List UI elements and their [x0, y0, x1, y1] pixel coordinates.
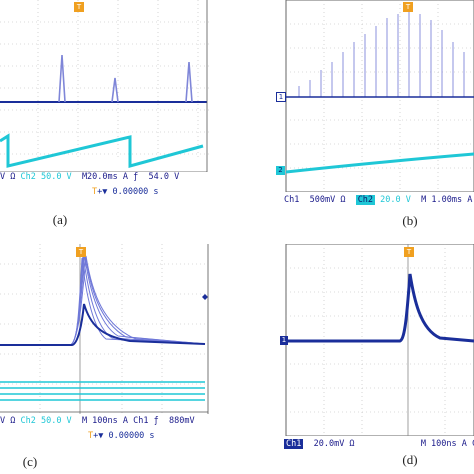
ch2-marker-b: 2: [276, 166, 285, 175]
ch1-marker-b: 1: [276, 92, 286, 102]
timebase-a: M20.0ms: [81, 172, 118, 182]
ch2-scale-a: 50.0 V: [40, 172, 72, 182]
scope-screen-c: T: [0, 244, 212, 414]
trigger-channel-c: Ch1: [133, 416, 149, 426]
status-row-c: V Ω Ch2 50.0 V M 100ns A Ch1 ƒ 880mV: [0, 416, 195, 426]
ch2-label-c: Ch2: [20, 416, 36, 426]
scope-screen-d: T 1: [280, 244, 474, 436]
status-row-a: V Ω Ch2 50.0 V M20.0ms A ƒ 54.0 V: [0, 172, 179, 182]
status-row-d: Ch1 20.0mV Ω M 100ns A C: [284, 439, 474, 449]
panel-a: T V Ω Ch2 50.0 V M20.0ms A ƒ 54.0 V T+▼ …: [0, 0, 210, 240]
trigger-mode-b: A: [467, 195, 473, 205]
ch1-scale-d: 20.0mV Ω: [313, 439, 355, 449]
ch1-marker-d: 1: [280, 336, 288, 345]
ch2-label-b: Ch2: [355, 195, 376, 205]
waveform-a: [0, 0, 210, 172]
trigger-slope-icon-a: ƒ: [133, 172, 139, 182]
waveform-b: [285, 0, 474, 192]
caption-d: (d): [402, 452, 418, 467]
panel-c: T V Ω Ch2 50.0 V M 100ns A Ch1 ƒ 880mV T…: [0, 244, 212, 474]
trigger-position-a: T+▼ 0.00000 s: [92, 187, 159, 197]
waveform-d: [285, 244, 474, 436]
ch2-scale-c: 50.0 V: [40, 416, 72, 426]
waveform-c: [0, 244, 209, 414]
ch1-scale-b: 500mV Ω: [309, 195, 346, 205]
timebase-d: M 100ns: [420, 439, 457, 449]
caption-a: (a): [52, 212, 68, 227]
ch2-label-a: Ch2: [20, 172, 36, 182]
trigger-mode-c: A: [122, 416, 129, 426]
trigger-marker-c: T: [76, 247, 86, 257]
ch1-scale-a: V Ω: [0, 172, 16, 182]
timebase-b: M 1.00ms: [421, 195, 463, 205]
trigger-slope-icon-c: ƒ: [153, 416, 159, 426]
ch2-scale-b: 20.0 V: [380, 195, 411, 205]
ch1-scale-c: V Ω: [0, 416, 16, 426]
panel-d: T 1 Ch1 20.0mV Ω M 100ns A C (d): [280, 244, 474, 474]
timebase-c: M 100ns: [81, 416, 118, 426]
scope-screen-b: T 1 2: [272, 0, 474, 192]
trigger-marker-d: T: [404, 247, 414, 257]
caption-c: (c): [22, 454, 38, 469]
trigger-marker-b: T: [403, 2, 413, 12]
status-row-b: Ch1 500mV Ω Ch2 20.0 V M 1.00ms A C: [284, 195, 474, 205]
ch1-label-b: Ch1: [284, 195, 300, 205]
caption-b: (b): [402, 213, 418, 228]
trigger-position-c: T+▼ 0.00000 s: [88, 431, 155, 441]
trigger-level-c: 880mV: [169, 416, 195, 426]
trigger-mode-a: A: [122, 172, 129, 182]
trigger-marker-a: T: [74, 2, 84, 12]
ch1-label-d: Ch1: [284, 439, 304, 449]
trigger-tail-d: C: [472, 439, 474, 449]
panel-b: T 1 2 Ch1 500mV Ω Ch2 20.0 V M 1.00ms A …: [272, 0, 474, 240]
trigger-level-a: 54.0 V: [148, 172, 180, 182]
scope-screen-a: T: [0, 0, 210, 172]
trigger-mode-d: A: [461, 439, 467, 449]
